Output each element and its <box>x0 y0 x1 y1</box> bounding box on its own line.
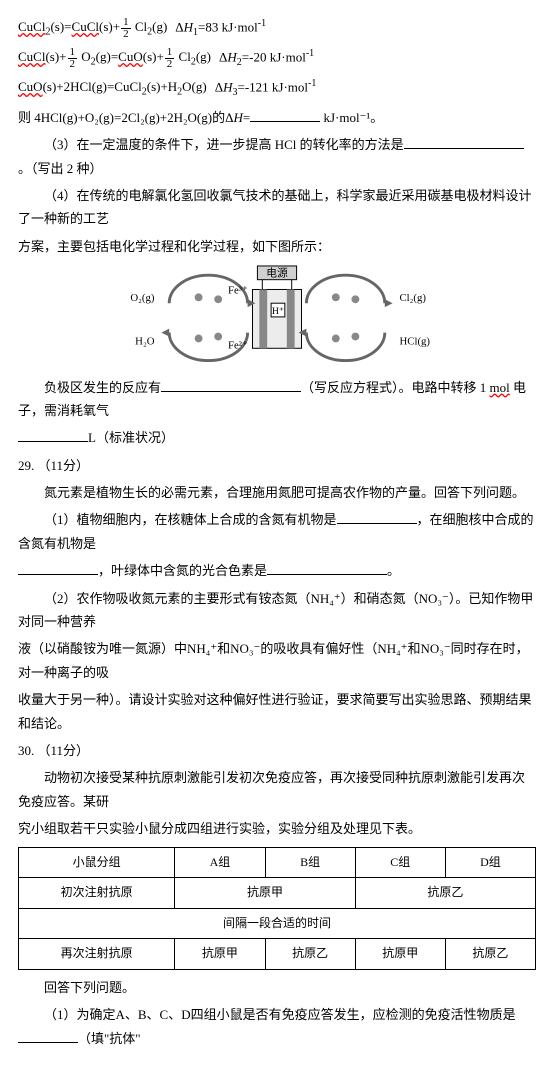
equation-3: CuO(s)+2HCl(g)=CuCl2(s)+H2O(g) ΔH3=-121 … <box>18 75 536 102</box>
table-row: 小鼠分组 A组 B组 C组 D组 <box>19 847 536 878</box>
table-row: 间隔一段合适的时间 <box>19 908 536 939</box>
q5-blank2 <box>18 428 88 442</box>
q29-intro: 氮元素是植物生长的必需元素，合理施用氮肥可提高农作物的产量。回答下列问题。 <box>18 481 536 504</box>
table-row: 再次注射抗原 抗原甲 抗原乙 抗原甲 抗原乙 <box>19 939 536 970</box>
eq3-dh: ΔH3=-121 kJ·mol-1 <box>215 75 317 102</box>
equation-1: CuCl2(s)=CuCl(s)+12 Cl2(g) ΔH1=83 kJ·mol… <box>18 15 536 42</box>
cell: 初次注射抗原 <box>19 878 175 909</box>
question-5: 负极区发生的反应有（写反应方程式）。电路中转移 1 mol 电子，需消耗氧气 <box>18 376 536 423</box>
eq2-lhs: CuCl(s)+12 O2(g)=CuO(s)+12 Cl2(g) <box>18 45 211 72</box>
q29-1-blank3 <box>267 561 387 575</box>
q5a: 负极区发生的反应有 <box>44 380 161 395</box>
eq4-blank <box>250 108 320 122</box>
cell: A组 <box>175 847 265 878</box>
label-hcl: HCl(g) <box>400 335 431 347</box>
q30-tail: 回答下列问题。 <box>18 976 536 999</box>
cell: B组 <box>265 847 355 878</box>
question-4-line1: （4）在传统的电解氯化氢回收氯气技术的基础上，科学家最近采用碳基电极材料设计了一… <box>18 184 536 231</box>
q29-1-blank1 <box>337 510 417 524</box>
label-o2: O₂(g) <box>130 292 154 304</box>
eq4-h: H <box>233 110 242 125</box>
table-row: 初次注射抗原 抗原甲 抗原乙 <box>19 878 536 909</box>
electrolysis-diagram: 电源 H⁺ O₂(g) H₂O Fe³⁺ Fe²⁺ Cl₂(g) HCl(g) <box>18 264 536 369</box>
cell: 再次注射抗原 <box>19 939 175 970</box>
q30-1b: （填"抗体" <box>78 1031 141 1046</box>
cell: 抗原乙 <box>355 878 535 909</box>
q29-1: （1）植物细胞内，在核糖体上合成的含氮有机物是，在细胞核中合成的含氮有机物是 <box>18 508 536 555</box>
cell: 抗原乙 <box>265 939 355 970</box>
label-cl2: Cl₂(g) <box>400 292 427 304</box>
label-fe3: Fe³⁺ <box>228 285 248 297</box>
question-5b: L（标准状况） <box>18 426 536 449</box>
cell: 小鼠分组 <box>19 847 175 878</box>
q30-a: 动物初次接受某种抗原刺激能引发初次免疫应答，再次接受同种抗原刺激能引发再次免疫应… <box>18 766 536 813</box>
cell: 间隔一段合适的时间 <box>19 908 536 939</box>
q30-b: 究小组取若干只实验小鼠分成四组进行实验，实验分组及处理见下表。 <box>18 817 536 840</box>
q3-tail: 。（写出 2 种） <box>18 161 103 176</box>
q30-1-blank <box>18 1029 78 1043</box>
cell: 抗原乙 <box>445 939 535 970</box>
label-power: 电源 <box>266 267 288 280</box>
experiment-table: 小鼠分组 A组 B组 C组 D组 初次注射抗原 抗原甲 抗原乙 间隔一段合适的时… <box>18 847 536 970</box>
cell: C组 <box>355 847 445 878</box>
q29-1c-line: ，叶绿体中含氮的光合色素是 。 <box>18 559 536 582</box>
eq4-eq: = <box>243 110 250 125</box>
q29-1-blank2 <box>18 561 98 575</box>
q3-text: （3）在一定温度的条件下，进一步提高 HCl 的转化率的方法是 <box>44 137 404 152</box>
eq3-lhs: CuO(s)+2HCl(g)=CuCl2(s)+H2O(g) <box>18 75 207 102</box>
label-fe2: Fe²⁺ <box>228 339 248 351</box>
cell: 抗原甲 <box>175 878 355 909</box>
q30-heading: 30. （11分） <box>18 739 536 762</box>
q5b: （写反应方程式）。电路中转移 1 <box>301 380 490 395</box>
q29-heading: 29. （11分） <box>18 454 536 477</box>
eq2-dh: ΔH2=-20 kJ·mol-1 <box>219 45 314 72</box>
cell: 抗原甲 <box>355 939 445 970</box>
label-hplus: H⁺ <box>272 306 284 317</box>
q30-1: （1）为确定A、B、C、D四组小鼠是否有免疫应答发生，应检测的免疫活性物质是 （填… <box>18 1003 536 1050</box>
mol-unit: mol <box>490 380 510 395</box>
q30-1a: （1）为确定A、B、C、D四组小鼠是否有免疫应答发生，应检测的免疫活性物质是 <box>44 1007 516 1022</box>
cell: 抗原甲 <box>175 939 265 970</box>
eq1-dh: ΔH1=83 kJ·mol-1 <box>175 15 266 42</box>
question-3: （3）在一定温度的条件下，进一步提高 HCl 的转化率的方法是。（写出 2 种） <box>18 133 536 180</box>
q3-blank <box>404 135 524 149</box>
equation-4: 则 4HCl(g)+O₂(g)=2Cl₂(g)+2H₂O(g)的ΔH= kJ·m… <box>18 106 536 129</box>
question-4-line2: 方案，主要包括电化学过程和化学过程，如下图所示： <box>18 235 536 258</box>
cell: D组 <box>445 847 535 878</box>
eq4-pre: 则 4HCl(g)+O₂(g)=2Cl₂(g)+2H₂O(g)的Δ <box>18 110 233 125</box>
equation-2: CuCl(s)+12 O2(g)=CuO(s)+12 Cl2(g) ΔH2=-2… <box>18 45 536 72</box>
q29-2b: 液（以硝酸铵为唯一氮源）中NH₄⁺和NO₃⁻的吸收具有偏好性（NH₄⁺和NO₃⁻… <box>18 637 536 684</box>
q5d: L（标准状况） <box>88 430 174 445</box>
q5-blank1 <box>161 378 301 392</box>
label-h2o: H₂O <box>135 335 155 347</box>
q29-2a: （2）农作物吸收氮元素的主要形式有铵态氮（NH₄⁺）和硝态氮（NO₃⁻）。已知作… <box>18 587 536 634</box>
diagram-svg: 电源 H⁺ O₂(g) H₂O Fe³⁺ Fe²⁺ Cl₂(g) HCl(g) <box>107 264 447 362</box>
eq4-unit: kJ·mol⁻¹。 <box>320 110 383 125</box>
q29-1c: ，叶绿体中含氮的光合色素是 <box>98 563 267 578</box>
q29-1a: （1）植物细胞内，在核糖体上合成的含氮有机物是 <box>44 512 337 527</box>
q29-1d: 。 <box>387 563 400 578</box>
eq1-lhs: CuCl2(s)=CuCl(s)+12 Cl2(g) <box>18 15 167 42</box>
